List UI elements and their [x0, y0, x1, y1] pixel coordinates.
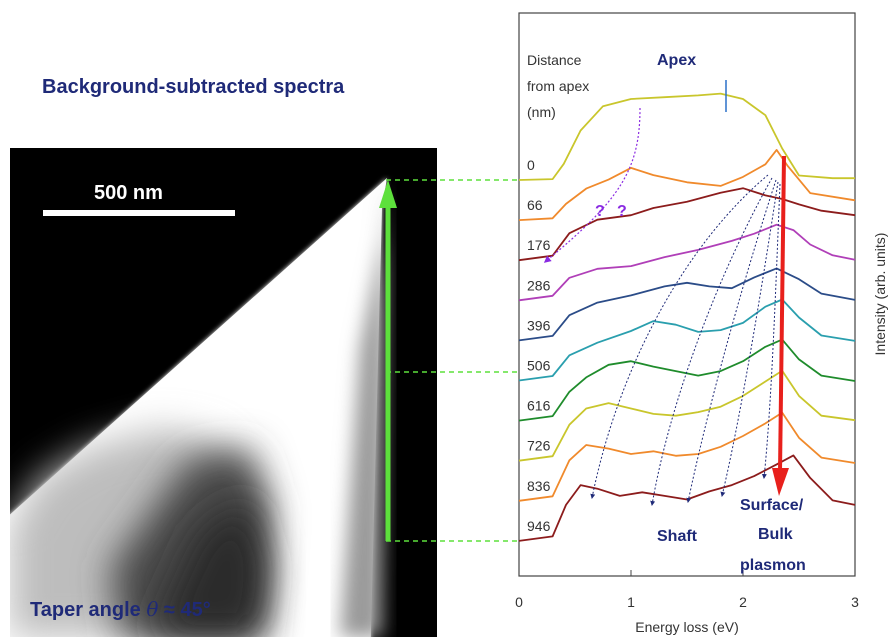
- spectrum-line-66: [518, 148, 856, 221]
- apex-label: Apex: [657, 52, 696, 69]
- green-arrow-head: [379, 180, 397, 208]
- spectrum-line-726: [518, 369, 856, 462]
- shaft-label: Shaft: [657, 528, 698, 545]
- x-tick-label: 0: [515, 594, 523, 610]
- scale-bar-label: 500 nm: [94, 182, 163, 204]
- header-line-3: (nm): [527, 104, 556, 120]
- onset-shift-arrow: [543, 107, 641, 263]
- x-axis-label: Energy loss (eV): [635, 619, 738, 635]
- red-arrow-head: [772, 468, 789, 496]
- distance-label-836: 836: [527, 478, 551, 494]
- surface-label-1: Surface/: [740, 497, 804, 514]
- spectra-heading: Background-subtracted spectra: [42, 76, 345, 98]
- header-line-1: Distance: [527, 52, 582, 68]
- surface-label-2: Bulk: [758, 526, 793, 543]
- dispersion-arrow-4: [720, 181, 779, 497]
- micrograph-image: [10, 148, 437, 637]
- spectrum-line-286: [518, 223, 856, 302]
- spectrum-line-0: [518, 92, 855, 181]
- taper-angle-prefix: Taper angle: [30, 599, 147, 621]
- red-arrow-shaft: [778, 155, 786, 473]
- distance-label-946: 946: [527, 518, 551, 534]
- spectra-curves: [518, 92, 856, 542]
- question-mark-1: ?: [595, 203, 605, 220]
- distance-label-0: 0: [527, 157, 535, 173]
- spectrum-line-396: [518, 267, 856, 342]
- distance-label-176: 176: [527, 237, 551, 253]
- distance-label-396: 396: [527, 317, 551, 333]
- taper-angle-label: Taper angle θ ≈ 45°: [30, 597, 211, 622]
- theta-symbol: θ: [146, 597, 159, 621]
- spectrum-line-616: [518, 338, 856, 422]
- plot-frame: [518, 12, 856, 577]
- y-axis-label: Intensity (arb. units): [872, 233, 888, 356]
- question-mark-2: ?: [617, 203, 627, 220]
- distance-label-726: 726: [527, 438, 551, 454]
- dispersion-arrow-1: [590, 174, 769, 499]
- spectrum-line-176: [518, 187, 856, 262]
- taper-angle-suffix: ≈ 45°: [158, 599, 211, 621]
- distance-label-506: 506: [527, 358, 551, 374]
- spectrum-line-836: [518, 411, 856, 502]
- x-tick-label: 3: [851, 594, 859, 610]
- distance-labels: 0 66 176 286 396 506 616 726 836 946: [527, 157, 551, 534]
- dispersion-arrow-5: [761, 183, 781, 479]
- dispersion-arrows: [590, 174, 781, 506]
- distance-label-286: 286: [527, 277, 551, 293]
- header-line-2: from apex: [527, 78, 589, 94]
- x-axis-ticks: 0 1 2 3: [515, 570, 859, 610]
- spectrum-line-506: [518, 298, 856, 382]
- distance-label-66: 66: [527, 197, 543, 213]
- x-tick-label: 2: [739, 594, 747, 610]
- scale-bar: [43, 210, 235, 216]
- tem-micrograph: 500 nm: [10, 148, 437, 637]
- x-tick-label: 1: [627, 594, 635, 610]
- distance-label-616: 616: [527, 398, 551, 414]
- dispersion-arrow-2: [650, 177, 773, 506]
- surface-label-3: plasmon: [740, 557, 806, 574]
